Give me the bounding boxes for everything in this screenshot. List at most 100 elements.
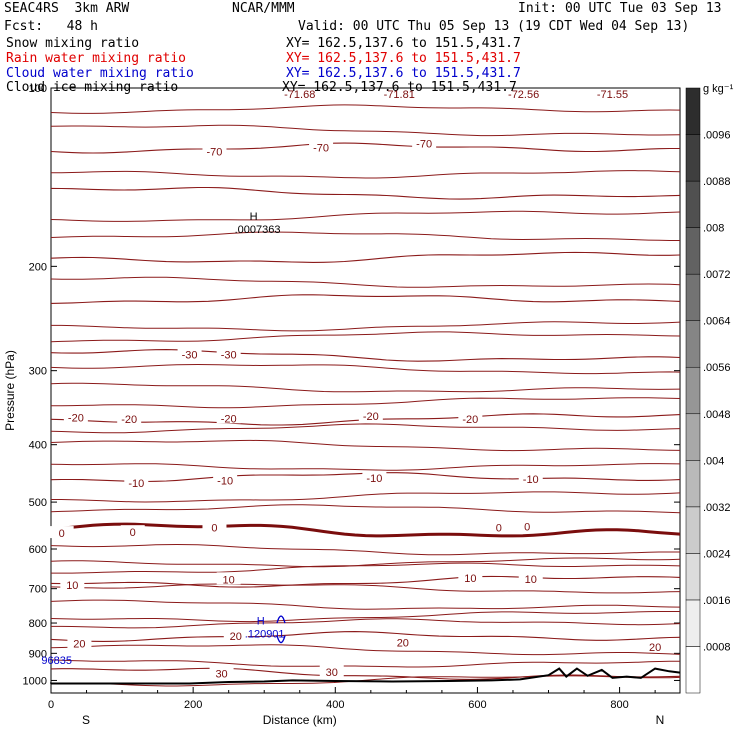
isotherm-label: -30 [182,350,198,362]
isotherm-label-bg [67,636,92,649]
isotherm-label: -10 [217,476,233,488]
isotherm-label: 20 [649,642,661,654]
isotherm-minor [50,543,680,556]
colorbar-swatch [685,273,701,321]
isotherm-minor [51,397,681,409]
x-tick-label: 600 [468,699,486,711]
isotherm-minor [51,170,681,179]
colorbar-tick-label: .0056 [703,362,731,374]
isotherm-label: 20 [73,638,85,650]
colorbar-tick-label: .0016 [703,595,731,607]
isotherm-minor [50,583,681,594]
colorbar-tick-label: .004 [703,455,724,467]
high-marker: H [257,616,265,628]
isotherm-0 [50,522,681,538]
top-temp-label: -71.81 [384,89,415,101]
isotherm-label: 0 [211,523,217,535]
high-value: .120901 [245,629,285,641]
isotherm-minor [50,659,681,668]
colorbar-swatch [685,460,701,508]
y-tick-label: 700 [29,584,47,596]
high-value: .0007363 [235,224,281,236]
isotherm-label-bg [458,412,483,425]
isotherm-minor [51,491,681,503]
field-xy-rain: XY= 162.5,137.6 to 151.5,431.7 [286,51,521,66]
x-axis-label: Distance (km) [263,713,337,727]
isotherm-label-bg [518,571,543,584]
field-name-cloud-water: Cloud water mixing ratio [6,66,194,81]
isotherm-label: -20 [121,414,137,426]
isotherm-label-bg [412,136,437,149]
high-marker: H [250,211,258,223]
plot-frame [50,87,681,694]
isotherm-minor [51,562,681,574]
colorbar-swatch [685,87,701,135]
model-title: SEAC4RS 3km ARW [4,1,130,16]
y-tick-label: 900 [29,648,47,660]
isotherm-label-bg [63,410,88,423]
isotherm-label-bg [486,520,511,533]
isotherm-label: -20 [221,413,237,425]
valid-time: Valid: 00 UTC Thu 05 Sep 13 (19 CDT Wed … [298,19,690,34]
isotherm-label-bg [518,471,543,484]
top-temp-label: -72.56 [508,89,539,101]
isotherm-minor [50,557,681,568]
field-xy-cloud-water: XY= 162.5,137.6 to 151.5,431.7 [286,66,521,81]
x-tick-label: 400 [326,699,344,711]
colorbar-swatch [685,599,701,647]
isotherm-label: -10 [523,474,539,486]
isotherm-minor [51,321,681,332]
colorbar-tick-label: .0032 [703,502,731,514]
isotherm-label-bg [117,412,142,425]
y-axis-label: Pressure (hPa) [3,350,17,431]
isotherm-minor [50,611,680,623]
y-tick-label: 600 [29,544,47,556]
field-xy-snow: XY= 162.5,137.6 to 151.5,431.7 [286,36,521,51]
isotherm-minor [50,463,681,471]
x-tick-label: 0 [48,699,54,711]
isotherm-m70 [50,142,680,154]
isotherm-label: 0 [524,522,530,534]
isotherm-10 [50,575,681,588]
isotherm-label-bg [177,347,202,360]
colorbar-tick-label: .0048 [703,409,731,421]
isotherm-label: -20 [68,413,84,425]
field-name-rain: Rain water mixing ratio [6,51,187,66]
colorbar-swatch [685,366,701,415]
colorbar-swatch [685,134,701,182]
isotherm-label: 10 [66,580,78,592]
isotherm-m60 [50,186,681,200]
isotherm-minor [50,439,681,452]
isotherm-label-bg [643,639,668,652]
isotherm-minor [50,644,681,656]
isotherm-label-bg [202,520,227,533]
org-title: NCAR/MMM [232,1,295,16]
isotherm-label: -70 [207,147,223,159]
isotherm-label: -30 [221,350,237,362]
isotherm-minor [50,363,681,375]
y-tick-label: 400 [29,440,47,452]
isotherm-minor [50,124,681,137]
isotherm-label-bg [319,664,344,677]
isotherm-minor [50,331,681,343]
colorbar-swatch [685,227,701,275]
isotherm-label-bg [124,475,149,488]
isotherm-m50 [50,251,681,263]
isotherm-label-bg [216,347,241,360]
isotherm-label: -10 [366,473,382,485]
isotherm-label-bg [358,409,383,422]
x-end-label-north: N [656,713,665,727]
colorbar-tick-label: .0096 [703,130,731,142]
y-tick-label: 200 [29,261,47,273]
isotherm-minor [50,210,681,222]
colorbar-unit: g kg⁻¹ [703,83,734,95]
x-end-label-south: S [82,713,90,727]
isotherm-label: 30 [215,668,227,680]
high-marker: 96835 [41,655,72,667]
isotherm-label-bg [515,519,540,532]
isotherm-20 [50,631,681,642]
cloud-water-contour [276,615,286,644]
forecast-hour: Fcst: 48 h [4,19,98,34]
y-tick-label: 500 [29,497,47,509]
isotherm-label: -10 [128,478,144,490]
